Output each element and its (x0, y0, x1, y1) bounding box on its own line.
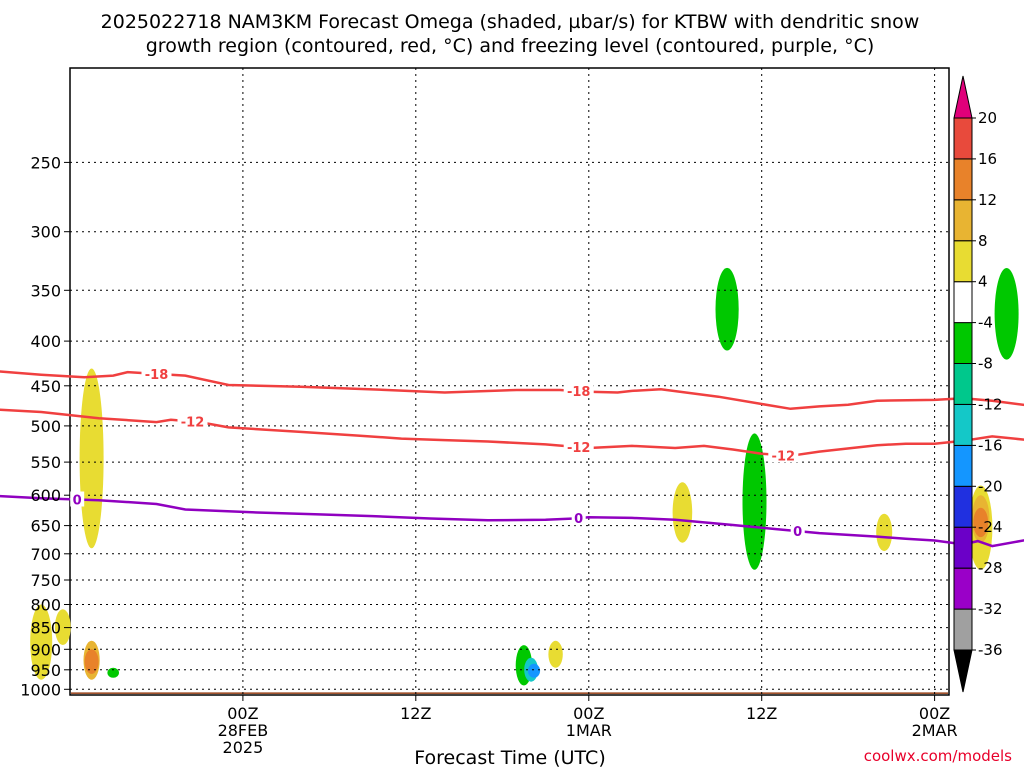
colorbar-swatch (953, 117, 973, 160)
colorbar-arrow-high (953, 75, 973, 119)
y-tick-label: 250 (30, 153, 61, 172)
colorbar-swatch (953, 281, 973, 324)
y-tick-label: 300 (30, 223, 61, 242)
colorbar-label: -12 (978, 396, 1003, 414)
omega-patch (54, 609, 71, 645)
y-tick-label: 1000 (20, 680, 61, 699)
contour-label: -18 (145, 368, 169, 383)
omega-patch (715, 267, 739, 351)
contour-line (0, 370, 1024, 411)
colorbar-label: -32 (978, 600, 1003, 618)
colorbar-label: 8 (978, 232, 988, 250)
y-tick-label: 800 (30, 596, 61, 615)
colorbar-swatch (953, 485, 973, 528)
colorbar-label: 4 (978, 273, 988, 291)
colorbar-swatch (953, 322, 973, 365)
colorbar-swatch (953, 199, 973, 242)
y-tick-label: 750 (30, 571, 61, 590)
colorbar-swatch (953, 567, 973, 610)
x-tick-label: 12Z (400, 704, 431, 723)
contour-line (0, 494, 1024, 548)
x-tick-label: 00Z (919, 704, 950, 723)
contour-label: 0 (793, 525, 802, 540)
colorbar-swatch (953, 444, 973, 487)
omega-patch (994, 268, 1019, 360)
omega-patch (30, 604, 53, 680)
colorbar-label: 16 (978, 150, 997, 168)
colorbar-label: -20 (978, 477, 1003, 495)
y-tick-label: 500 (30, 417, 61, 436)
contour-label: -18 (567, 385, 591, 400)
colorbar-swatch (953, 526, 973, 569)
chart-title: 2025022718 NAM3KM Forecast Omega (shaded… (101, 11, 920, 57)
colorbar-label: 12 (978, 191, 997, 209)
y-tick-label: 550 (30, 453, 61, 472)
colorbar-swatch (953, 608, 973, 651)
title-line-2: growth region (contoured, red, °C) and f… (146, 35, 875, 57)
y-tick-label: 850 (30, 619, 61, 638)
colorbar: -36 -32 -28 -24 -20 -16 -12 -8 -4 4 8 12 16 20 (953, 75, 1003, 693)
y-axis: 250 300 350 400 450 500 550 600 650 700 750 800 850 9… (20, 153, 70, 699)
contour-label: -12 (181, 416, 205, 431)
contour-label-bg (571, 510, 586, 526)
omega-patch (84, 649, 99, 674)
x-tick-label: 12Z (746, 704, 777, 723)
colorbar-label: -16 (978, 436, 1003, 454)
credit-text: coolwx.com/models (864, 747, 1012, 765)
contour-label: 0 (574, 512, 583, 527)
x-tick-label: 2MAR (912, 721, 958, 740)
contour-label: -12 (772, 449, 796, 464)
contour-label-bg (563, 439, 594, 455)
y-tick-label: 700 (30, 545, 61, 564)
y-tick-label: 650 (30, 517, 61, 536)
contour-label-bg (790, 523, 805, 539)
omega-patch (876, 513, 893, 552)
contour-label-bg (141, 365, 172, 381)
contour-label-bg (768, 447, 799, 463)
colorbar-swatch (953, 158, 973, 201)
omega-patch (742, 433, 767, 570)
x-tick-label: 28FEB (218, 721, 269, 740)
omega-patch (973, 507, 989, 538)
grid-lines (70, 68, 949, 695)
colorbar-label: -36 (978, 641, 1003, 659)
y-tick-label: 900 (30, 640, 61, 659)
contour-label: -12 (567, 441, 591, 456)
y-tick-label: 400 (30, 332, 61, 351)
omega-patch (672, 482, 693, 543)
contour-label-bg (563, 383, 594, 399)
x-axis-label: Forecast Time (UTC) (414, 747, 605, 768)
contours: -18 -18 -12 -12 -12 0 0 0 (0, 365, 1024, 548)
y-tick-label: 350 (30, 281, 61, 300)
colorbar-swatch (953, 240, 973, 283)
omega-shading (30, 267, 1019, 686)
colorbar-label: -28 (978, 559, 1003, 577)
surface-strip (71, 692, 948, 694)
title-line-1: 2025022718 NAM3KM Forecast Omega (shaded… (101, 11, 920, 33)
x-tick-label: 00Z (573, 704, 604, 723)
x-tick-label: 1MAR (566, 721, 612, 740)
colorbar-label: -24 (978, 518, 1003, 536)
colorbar-swatch (953, 404, 973, 446)
x-tick-label: 2025 (223, 738, 264, 757)
contour-label-bg (70, 491, 85, 507)
omega-patch (107, 667, 119, 678)
omega-patch (79, 368, 104, 549)
colorbar-arrow-low (953, 649, 973, 693)
surface-terrain (71, 692, 948, 694)
omega-patch (527, 663, 541, 678)
y-tick-label: 600 (30, 486, 61, 505)
colorbar-label: 20 (978, 109, 997, 127)
y-tick-label: 950 (30, 661, 61, 680)
x-tick-label: 00Z (227, 704, 258, 723)
omega-patch (548, 640, 563, 668)
y-tick-label: 450 (30, 377, 61, 396)
colorbar-swatch (953, 363, 973, 405)
colorbar-label: -8 (978, 355, 993, 373)
contour-label: 0 (73, 494, 82, 509)
colorbar-label: -4 (978, 314, 993, 332)
contour-label-bg (177, 413, 208, 429)
